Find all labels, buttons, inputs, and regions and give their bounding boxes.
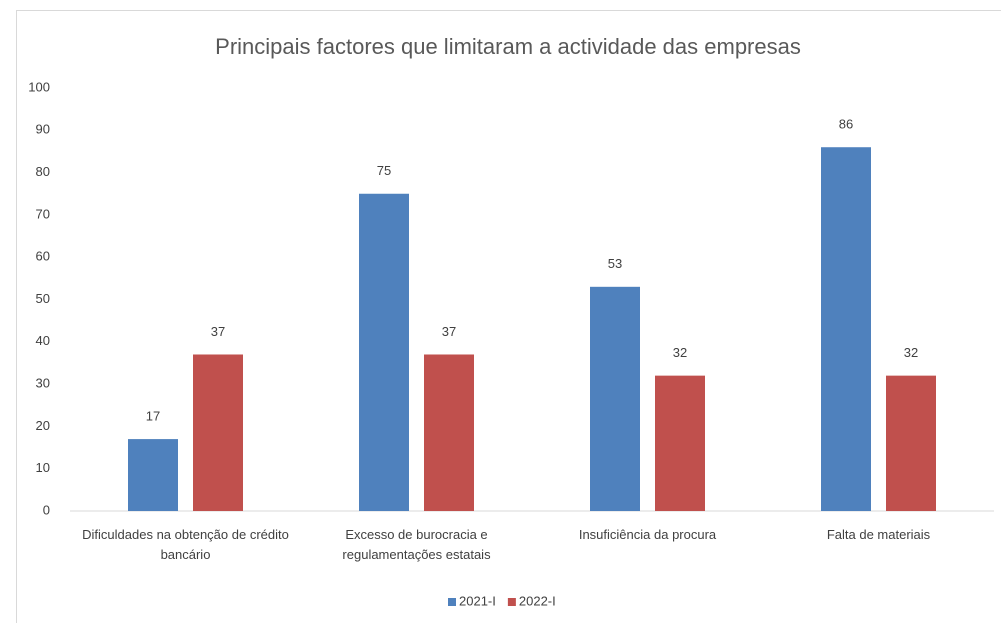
data-label: 17	[146, 409, 160, 424]
legend-label: 2021-I	[459, 593, 496, 608]
data-label: 86	[839, 117, 853, 132]
y-tick-label: 70	[36, 206, 50, 221]
bar	[128, 439, 178, 511]
y-tick-label: 80	[36, 164, 50, 179]
data-label: 37	[442, 324, 456, 339]
bar	[193, 354, 243, 511]
y-tick-label: 100	[28, 79, 50, 94]
legend-swatch	[507, 598, 516, 606]
y-tick-label: 40	[36, 333, 50, 348]
chart-title: Principais factores que limitaram a acti…	[215, 34, 801, 59]
data-label: 53	[608, 256, 622, 271]
y-tick-label: 30	[36, 376, 50, 391]
data-label: 37	[211, 324, 225, 339]
bar	[821, 147, 871, 511]
x-tick-label: Insuficiência da procura	[578, 527, 717, 542]
y-tick-label: 50	[36, 291, 50, 306]
y-tick-label: 10	[36, 460, 50, 475]
y-tick-label: 0	[43, 502, 50, 517]
data-label: 32	[904, 345, 918, 360]
y-tick-label: 20	[36, 418, 50, 433]
legend-swatch	[448, 598, 456, 606]
chart-border	[16, 10, 1001, 623]
data-label: 75	[377, 163, 391, 178]
x-tick-label: Falta de materiais	[826, 527, 931, 542]
bar	[359, 193, 409, 511]
bar	[590, 286, 640, 511]
x-tick-label: Dificuldades na obtenção de crédito banc…	[82, 527, 289, 562]
bar	[886, 375, 936, 511]
data-label: 32	[673, 345, 687, 360]
legend-label: 2022-I	[519, 593, 556, 608]
y-tick-label: 60	[36, 249, 50, 264]
bar	[655, 375, 705, 511]
bar	[424, 354, 474, 511]
x-tick-label: Excesso de burocracia e regulamentações …	[342, 527, 491, 562]
y-tick-label: 90	[36, 122, 50, 137]
